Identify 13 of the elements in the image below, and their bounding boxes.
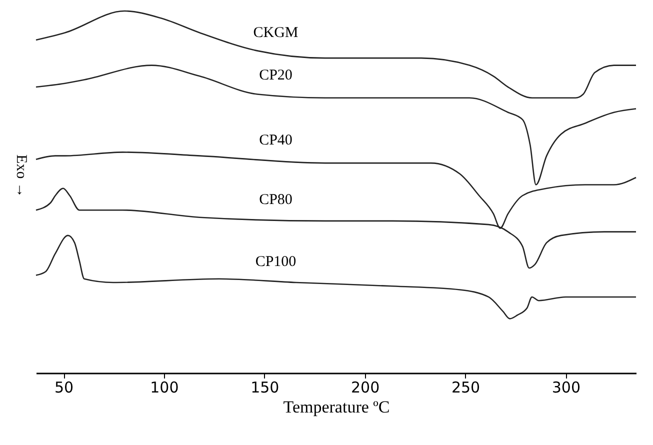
x-tick-label: 100 [150,378,179,396]
series-label: CKGM [253,25,298,42]
x-axis-title: Temperature ºC [283,398,390,416]
x-tick-label: 200 [351,378,380,396]
series-label: CP20 [259,68,292,84]
series-label: CP40 [259,132,292,149]
x-tick-label: 50 [54,378,74,396]
series-label: CP80 [259,192,292,208]
x-tick-label: 300 [552,378,581,396]
x-tick-label: 250 [451,378,480,396]
series-label: CP100 [255,254,296,270]
text: Exo → [13,154,29,198]
x-tick-label: 150 [250,378,280,396]
